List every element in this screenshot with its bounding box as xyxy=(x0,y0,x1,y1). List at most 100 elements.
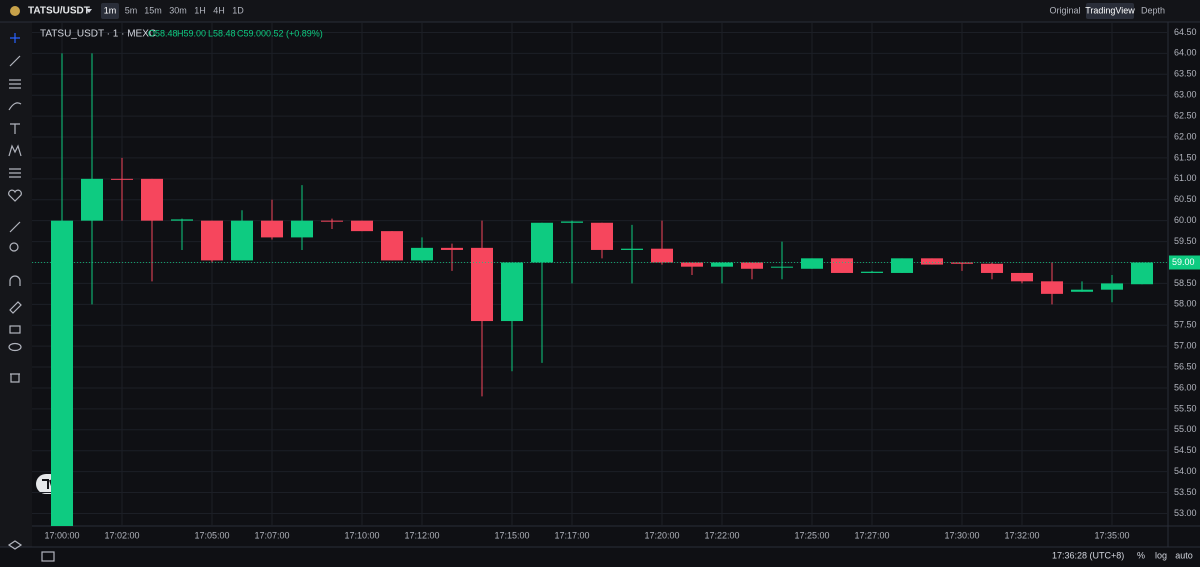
y-tick-label: 59.50 xyxy=(1174,236,1197,246)
x-tick-label: 17:00:00 xyxy=(44,530,79,540)
symbol[interactable]: TATSU/USDT xyxy=(28,6,90,17)
scale-button[interactable]: auto xyxy=(1175,550,1193,560)
coin-icon[interactable] xyxy=(10,6,20,16)
y-tick-label: 64.00 xyxy=(1174,48,1197,58)
text-tool[interactable] xyxy=(10,123,20,134)
layers-tool[interactable] xyxy=(7,540,23,550)
candle-body xyxy=(1101,283,1123,290)
scale-button[interactable]: log xyxy=(1155,550,1167,560)
candle-body xyxy=(321,220,343,222)
top-bar xyxy=(0,0,1200,22)
candle-body xyxy=(771,266,793,268)
candle-body xyxy=(501,262,523,322)
candle-body xyxy=(81,178,103,221)
y-tick-label: 54.50 xyxy=(1174,445,1197,455)
delete-tool[interactable] xyxy=(10,373,20,383)
candle-body xyxy=(441,247,463,250)
y-tick-label: 61.50 xyxy=(1174,152,1197,162)
view-button[interactable]: Depth xyxy=(1141,5,1165,15)
chart-title: TATSU_USDT · 1 · MEXC xyxy=(40,29,156,40)
ruler-tool[interactable] xyxy=(9,221,21,233)
candles xyxy=(51,53,1153,526)
view-active-bg xyxy=(1086,3,1134,19)
x-tick-label: 17:17:00 xyxy=(554,530,589,540)
y-tick-label: 56.50 xyxy=(1174,361,1197,371)
favorite-tool[interactable] xyxy=(8,189,22,202)
x-tick-label: 17:25:00 xyxy=(794,530,829,540)
candle-body xyxy=(141,178,163,221)
view-button[interactable]: TradingView xyxy=(1085,5,1135,15)
y-tick-label: 57.50 xyxy=(1174,320,1197,330)
crosshair-tool[interactable] xyxy=(10,33,20,43)
y-tick-label: 53.50 xyxy=(1174,487,1197,497)
candle-body xyxy=(1011,272,1033,282)
interval-active-bg xyxy=(101,3,119,19)
magnet-tool[interactable] xyxy=(9,275,21,286)
x-tick-label: 17:10:00 xyxy=(344,530,379,540)
x-tick-label: 17:15:00 xyxy=(494,530,529,540)
candle-body xyxy=(891,258,913,273)
x-tick-label: 17:02:00 xyxy=(104,530,139,540)
y-tick-label: 62.50 xyxy=(1174,110,1197,120)
screen-icon[interactable] xyxy=(41,551,55,562)
x-tick-label: 17:27:00 xyxy=(854,530,889,540)
clock: 17:36:28 (UTC+8) xyxy=(1052,550,1124,560)
x-tick-label: 17:22:00 xyxy=(704,530,739,540)
interval-button[interactable]: 1H xyxy=(194,5,206,15)
candle-body xyxy=(171,219,193,221)
left-tools xyxy=(7,33,23,550)
interval-button[interactable]: 30m xyxy=(169,5,187,15)
candle-body xyxy=(861,271,883,273)
candle-body xyxy=(381,231,403,261)
candle-body xyxy=(951,262,973,264)
lock-drawing-tool[interactable] xyxy=(9,301,22,314)
last-price-label: 59.00 xyxy=(1172,257,1195,267)
ohlc-label: L58.48 xyxy=(208,28,236,38)
y-tick-label: 55.00 xyxy=(1174,424,1197,434)
x-tick-label: 17:20:00 xyxy=(644,530,679,540)
x-tick-label: 17:05:00 xyxy=(194,530,229,540)
fib-tool[interactable] xyxy=(9,79,21,89)
y-tick-label: 57.00 xyxy=(1174,341,1197,351)
measure-tool[interactable] xyxy=(9,168,21,178)
x-tick-label: 17:32:00 xyxy=(1004,530,1039,540)
candle-body xyxy=(291,220,313,238)
candle-body xyxy=(261,220,283,238)
candle-body xyxy=(1071,289,1093,292)
line-tool[interactable] xyxy=(9,55,21,67)
interval-button[interactable]: 4H xyxy=(213,5,225,15)
x-tick-label: 17:07:00 xyxy=(254,530,289,540)
candle-body xyxy=(351,220,373,232)
ohlc-label: 0.52 (+0.89%) xyxy=(266,28,323,38)
candle-body xyxy=(591,222,613,250)
pattern-tool[interactable] xyxy=(8,144,22,157)
candle-body xyxy=(921,258,943,265)
candle-body xyxy=(471,247,493,322)
scale-button[interactable]: % xyxy=(1137,550,1145,560)
interval-button[interactable]: 5m xyxy=(125,5,138,15)
candle-body xyxy=(1041,281,1063,294)
interval-button[interactable]: 1m xyxy=(104,5,117,15)
y-tick-label: 61.00 xyxy=(1174,173,1197,183)
candle-body xyxy=(561,221,583,223)
y-tick-label: 53.00 xyxy=(1174,508,1197,518)
x-tick-label: 17:35:00 xyxy=(1094,530,1129,540)
zoom-tool[interactable] xyxy=(9,242,19,252)
brush-tool[interactable] xyxy=(8,102,22,111)
y-tick-label: 63.50 xyxy=(1174,69,1197,79)
candle-body xyxy=(741,262,763,269)
candle-body xyxy=(621,248,643,250)
candle-body xyxy=(411,247,433,261)
y-tick-label: 56.00 xyxy=(1174,382,1197,392)
lock-tool[interactable] xyxy=(9,325,21,334)
y-tick-label: 58.50 xyxy=(1174,278,1197,288)
candle-body xyxy=(111,178,133,180)
candle-body xyxy=(531,222,553,263)
view-button[interactable]: Original xyxy=(1049,5,1080,15)
hide-tool[interactable] xyxy=(8,342,22,352)
interval-button[interactable]: 1D xyxy=(232,5,244,15)
dropdown-arrow[interactable] xyxy=(86,9,92,13)
interval-button[interactable]: 15m xyxy=(144,5,162,15)
